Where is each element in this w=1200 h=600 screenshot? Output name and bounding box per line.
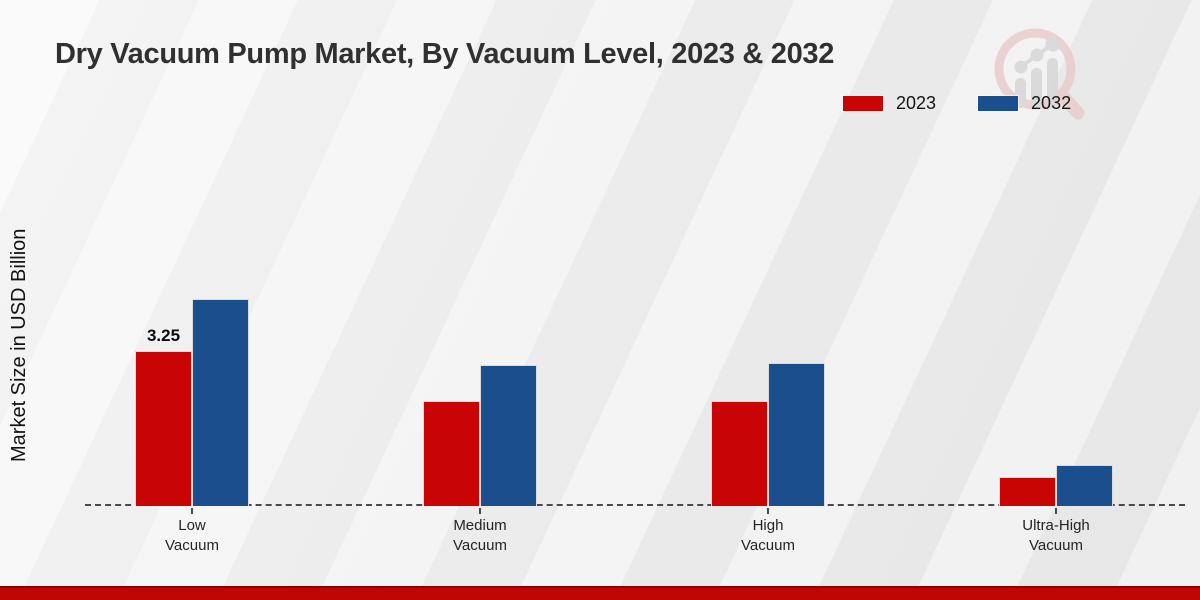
axis-tick — [1055, 508, 1057, 514]
bar-2032-medium-vacuum — [480, 365, 537, 506]
bar-group-low-vacuum: 3.25 Low Vacuum — [48, 0, 336, 554]
legend-label-2023: 2023 — [896, 93, 937, 113]
bar-2023-ultra-high-vacuum — [999, 477, 1056, 506]
chart-title: Dry Vacuum Pump Market, By Vacuum Level,… — [55, 38, 835, 70]
legend-swatch-2023 — [843, 96, 883, 111]
bar-value-label: 3.25 — [146, 326, 181, 345]
bar-2032-ultra-high-vacuum — [1056, 465, 1113, 506]
category-label-low-vacuum: Low Vacuum — [165, 517, 219, 554]
bars-ultra-high-vacuum — [999, 465, 1113, 506]
footer-accent-bar — [0, 586, 1200, 600]
bar-2023-high-vacuum — [711, 401, 768, 506]
category-label-high-vacuum: High Vacuum — [741, 517, 795, 554]
category-label-medium-vacuum: Medium Vacuum — [453, 517, 507, 554]
bar-2032-high-vacuum — [768, 363, 825, 506]
bar-group-medium-vacuum: Medium Vacuum — [336, 0, 624, 554]
axis-tick — [479, 508, 481, 514]
legend-item-2032: 2032 — [978, 93, 1071, 114]
bars-low-vacuum: 3.25 — [135, 299, 249, 506]
plot-area: 3.25 Low Vacuum Medium Vacuum High Vacuum Ultra… — [48, 0, 1200, 554]
bar-group-ultra-high-vacuum: Ultra-High Vacuum — [912, 0, 1200, 554]
x-axis-line — [85, 504, 1185, 506]
legend-swatch-2032 — [978, 96, 1019, 111]
legend-item-2023: 2023 — [843, 93, 936, 114]
magnifier-logo-icon — [985, 22, 1085, 122]
bars-medium-vacuum — [423, 365, 537, 506]
legend-label-2032: 2032 — [1031, 93, 1072, 113]
legend: 2023 2032 — [843, 93, 1071, 114]
category-label-ultra-high-vacuum: Ultra-High Vacuum — [1022, 517, 1090, 554]
bar-2032-low-vacuum — [192, 299, 249, 506]
axis-tick — [767, 508, 769, 514]
axis-tick — [191, 508, 193, 514]
bar-2023-medium-vacuum — [423, 401, 480, 506]
bars-high-vacuum — [711, 363, 825, 506]
bar-2023-low-vacuum: 3.25 — [135, 326, 192, 506]
bar-groups: 3.25 Low Vacuum Medium Vacuum High Vacuum Ultra… — [48, 0, 1200, 554]
bar-group-high-vacuum: High Vacuum — [624, 0, 912, 554]
